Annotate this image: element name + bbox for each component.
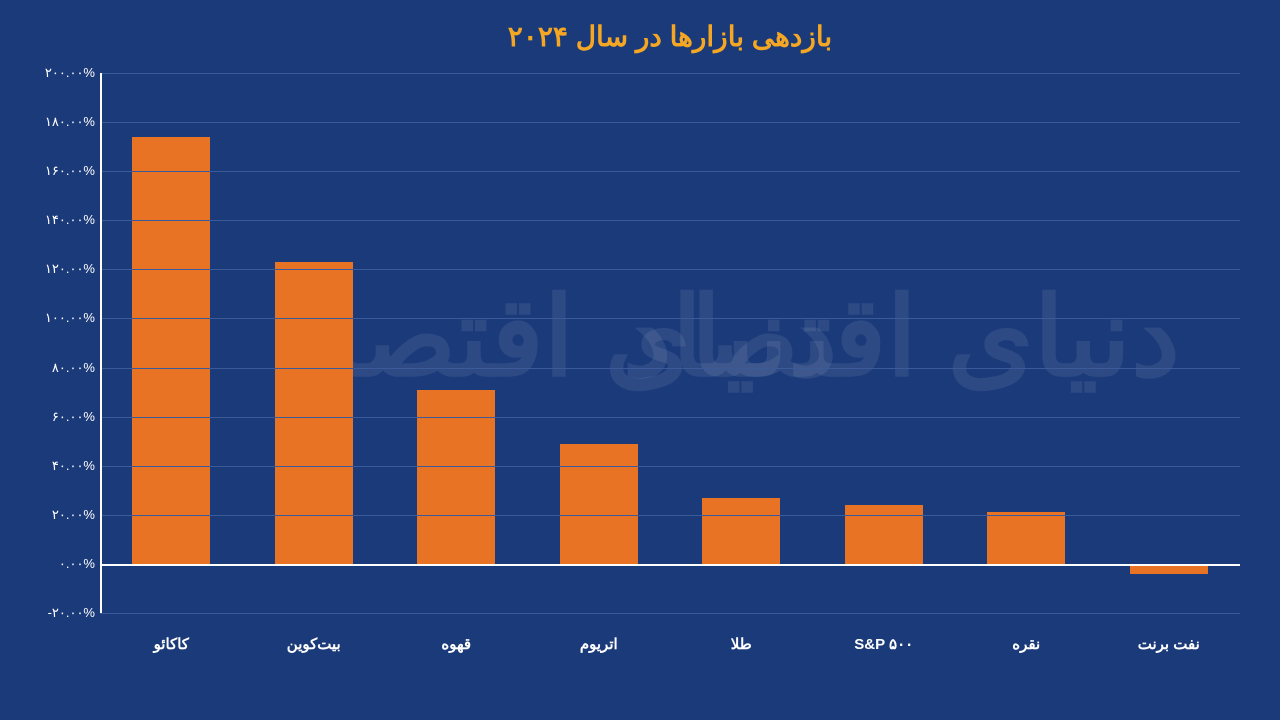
y-tick-label: ۸۰.۰۰% — [25, 360, 95, 376]
bars-area — [100, 73, 1240, 613]
y-tick-label: ۲۰.۰۰% — [25, 507, 95, 523]
bar-slot — [955, 73, 1098, 613]
y-tick-label: ۱۰۰.۰۰% — [25, 310, 95, 326]
x-tick-label: نفت برنت — [1098, 635, 1241, 653]
y-tick-label: ۶۰.۰۰% — [25, 409, 95, 425]
bar-slot — [670, 73, 813, 613]
grid-line — [100, 122, 1240, 123]
grid-line — [100, 613, 1240, 614]
x-tick-label: طلا — [670, 635, 813, 653]
x-axis-line — [100, 564, 1240, 566]
plot-area: دنیای اقتصاد دنیای اقتصاد ۲۰۰.۰۰%۱۸۰.۰۰%… — [100, 73, 1240, 613]
bar — [702, 498, 780, 564]
bar-slot — [243, 73, 386, 613]
x-tick-label: نقره — [955, 635, 1098, 653]
chart-container: بازدهی بازارها در سال ۲۰۲۴ دنیای اقتصاد … — [0, 0, 1280, 720]
grid-line — [100, 417, 1240, 418]
chart-title: بازدهی بازارها در سال ۲۰۲۴ — [100, 20, 1240, 53]
bar — [275, 262, 353, 564]
bar — [132, 137, 210, 564]
bar-slot — [100, 73, 243, 613]
x-tick-label: S&P ۵۰۰ — [813, 635, 956, 653]
grid-line — [100, 171, 1240, 172]
grid-line — [100, 73, 1240, 74]
x-tick-label: کاکائو — [100, 635, 243, 653]
y-axis: ۲۰۰.۰۰%۱۸۰.۰۰%۱۶۰.۰۰%۱۴۰.۰۰%۱۲۰.۰۰%۱۰۰.۰… — [25, 73, 95, 613]
y-tick-label: ۱۸۰.۰۰% — [25, 114, 95, 130]
grid-line — [100, 466, 1240, 467]
y-tick-label: ۱۶۰.۰۰% — [25, 163, 95, 179]
y-tick-label: ۰.۰۰% — [25, 556, 95, 572]
y-tick-label: ۴۰.۰۰% — [25, 458, 95, 474]
y-tick-label: ۱۴۰.۰۰% — [25, 212, 95, 228]
bar-slot — [813, 73, 956, 613]
grid-line — [100, 515, 1240, 516]
x-tick-label: اتریوم — [528, 635, 671, 653]
y-axis-line — [100, 73, 102, 613]
grid-line — [100, 220, 1240, 221]
bar — [987, 512, 1065, 564]
bar-slot — [385, 73, 528, 613]
y-tick-label: -۲۰.۰۰% — [25, 605, 95, 621]
x-axis-labels: کاکائوبیت‌کوینقهوهاتریومطلاS&P ۵۰۰نقرهنف… — [100, 635, 1240, 653]
x-tick-label: بیت‌کوین — [243, 635, 386, 653]
grid-line — [100, 269, 1240, 270]
bar — [560, 444, 638, 564]
y-tick-label: ۲۰۰.۰۰% — [25, 65, 95, 81]
grid-line — [100, 368, 1240, 369]
bar-slot — [528, 73, 671, 613]
bar-slot — [1098, 73, 1241, 613]
x-tick-label: قهوه — [385, 635, 528, 653]
y-tick-label: ۱۲۰.۰۰% — [25, 261, 95, 277]
grid-line — [100, 318, 1240, 319]
